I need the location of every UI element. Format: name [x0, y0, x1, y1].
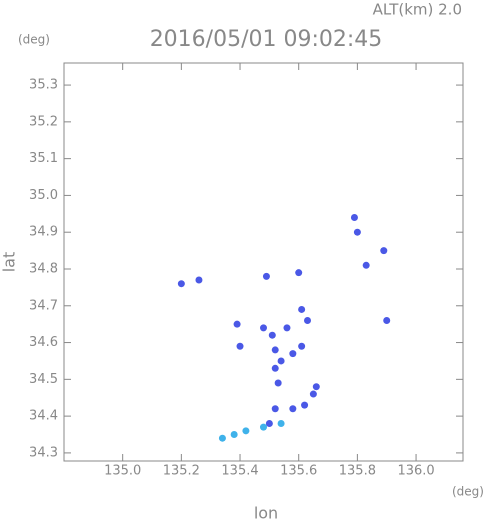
echo-point: [260, 324, 267, 332]
echo-point: [274, 379, 282, 387]
x-axis-label: lon: [254, 504, 278, 521]
echo-point: [301, 401, 309, 409]
echo-point: [268, 331, 276, 339]
echo-point: [271, 405, 279, 413]
echo-point: [383, 316, 391, 324]
y-tick-label: 34.9: [29, 225, 58, 240]
echo-point: [312, 383, 320, 391]
x-tick-label: 135.6: [280, 464, 317, 479]
echo-point: [236, 342, 244, 350]
x-tick-label: 135.8: [339, 464, 376, 479]
echo-point: [195, 276, 203, 284]
x-tick-label: 136.0: [397, 464, 434, 479]
echo-point: [233, 320, 241, 328]
echo-point: [265, 419, 273, 427]
y-tick-label: 35.0: [29, 188, 58, 203]
x-tick-label: 135.0: [104, 464, 141, 479]
echo-point: [260, 423, 267, 431]
echo-point: [295, 269, 303, 277]
echo-point: [298, 305, 306, 313]
echo-point: [289, 405, 297, 413]
x-tick-label: 135.4: [221, 464, 258, 479]
echo-point: [230, 431, 238, 439]
echo-point: [304, 316, 312, 324]
echo-point: [271, 364, 279, 372]
echo-point: [380, 247, 388, 255]
y-tick-label: 35.3: [29, 78, 58, 93]
echo-point: [271, 346, 279, 354]
y-tick-label: 34.4: [29, 409, 58, 424]
x-tick-label: 135.2: [163, 464, 200, 479]
y-tick-label: 34.7: [29, 298, 58, 313]
y-tick-label: 34.6: [29, 335, 58, 350]
x-unit: (deg): [452, 485, 484, 499]
echo-point: [262, 272, 270, 280]
echo-point: [277, 419, 285, 427]
echo-point: [277, 357, 285, 365]
y-tick-label: 34.3: [29, 445, 58, 460]
y-axis-label: lat: [0, 252, 19, 273]
y-unit: (deg): [18, 33, 50, 47]
y-tick-label: 34.5: [29, 372, 58, 387]
echo-point: [350, 213, 358, 221]
echo-point: [309, 390, 317, 398]
annotation: ALT(km) 2.0: [373, 1, 462, 19]
y-tick-label: 34.8: [29, 261, 58, 276]
plot-frame: [63, 62, 464, 462]
chart-title: 2016/05/01 09:02:45: [150, 27, 383, 52]
y-tick-label: 35.1: [29, 151, 58, 166]
echo-point: [242, 427, 250, 435]
y-tick-label: 35.2: [29, 114, 58, 129]
echo-point: [298, 342, 306, 350]
echo-point: [362, 261, 370, 269]
echo-point: [289, 350, 297, 358]
echo-point: [353, 228, 361, 236]
echo-point: [218, 434, 226, 442]
echo-point: [177, 280, 185, 288]
echo-point: [283, 324, 291, 332]
